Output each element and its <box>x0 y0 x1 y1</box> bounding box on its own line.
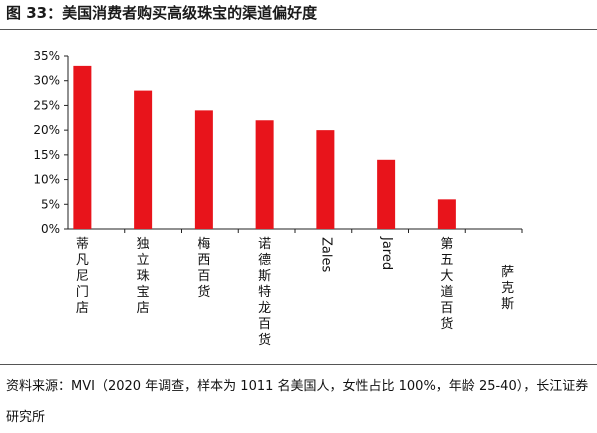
category-label: 独立珠宝店 <box>136 237 150 316</box>
y-tick-label: 15% <box>33 148 60 162</box>
category-label: Zales <box>318 237 334 273</box>
bar <box>316 130 335 229</box>
bar <box>377 159 396 229</box>
y-tick-label: 0% <box>41 222 60 236</box>
bar <box>437 199 456 229</box>
bar <box>134 90 153 229</box>
y-tick-label: 10% <box>33 173 60 187</box>
y-tick-label: 35% <box>33 49 60 63</box>
category-label: Jared <box>379 237 395 271</box>
category-label: 萨克斯 <box>501 265 515 312</box>
bar <box>73 65 92 229</box>
top-rule <box>0 29 597 30</box>
category-label: 诺德斯特龙百货 <box>258 237 272 348</box>
y-tick-label: 25% <box>33 98 60 112</box>
bar <box>255 120 274 229</box>
bars <box>73 65 456 229</box>
y-tick-label: 30% <box>33 74 60 88</box>
category-label: 梅西百货 <box>197 237 211 300</box>
category-label: 蒂凡尼门店 <box>75 237 89 316</box>
figure-title: 图 33：美国消费者购买高级珠宝的渠道偏好度 <box>6 4 318 22</box>
category-label: 第五大道百货 <box>440 237 454 332</box>
y-tick-label: 5% <box>41 197 60 211</box>
source-note: 资料来源：MVI（2020 年调查，样本为 1011 名美国人，女性占比 100… <box>6 379 589 425</box>
bar-chart: 0% 5% 10% 15% 20% 25% 30% 35% <box>33 49 523 236</box>
y-tick-label: 20% <box>33 123 60 137</box>
bottom-rule <box>0 364 597 365</box>
bar <box>194 110 213 229</box>
